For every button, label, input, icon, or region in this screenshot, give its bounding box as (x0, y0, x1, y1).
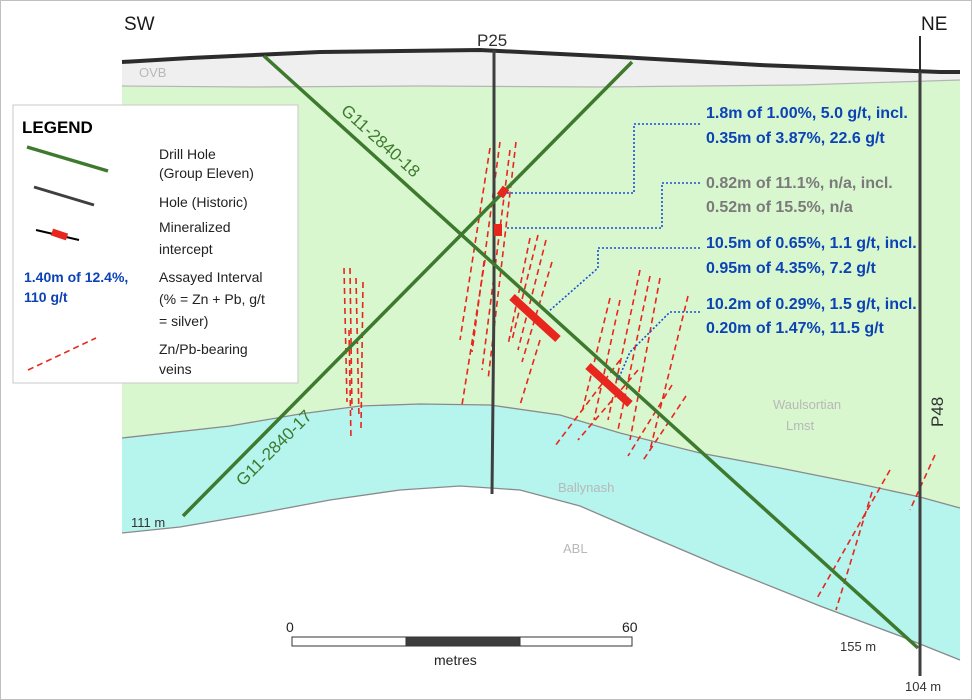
label-waulsortian-line1: Waulsortian (773, 397, 841, 412)
legend-assayed-label1: Assayed Interval (159, 269, 263, 285)
intercept-group (494, 185, 633, 407)
mineralized-intercept (509, 294, 561, 342)
direction-sw: SW (124, 14, 155, 35)
legend-intercept-label2: intercept (159, 241, 213, 257)
legend-historic-hole-label: Hole (Historic) (159, 194, 248, 210)
legend-drill-hole-label2: (Group Eleven) (159, 165, 254, 181)
vein (355, 277, 360, 419)
label-abl: ABL (563, 541, 588, 556)
scale-bar-segment-3 (519, 636, 633, 647)
label-ballynash: Ballynash (558, 480, 614, 495)
waulsortian-base-contact (121, 403, 961, 509)
legend-vein-label2: veins (159, 361, 192, 377)
legend-drill-hole-label1: Drill Hole (159, 146, 216, 162)
vein (348, 329, 352, 441)
topography-line (121, 47, 960, 74)
legend-assayed-label3: = silver) (159, 313, 208, 329)
leader-assay-1 (506, 123, 700, 194)
vein (507, 237, 531, 346)
scale-bar-segment-2 (405, 636, 521, 647)
assay-2-line1: 0.82m of 11.1%, n/a, incl. (706, 175, 893, 192)
vein (815, 469, 891, 601)
leader-lines (506, 123, 700, 381)
vein (627, 384, 673, 457)
vein (461, 259, 486, 406)
vein (641, 395, 687, 463)
assay-3-line1: 10.5m of 0.65%, 1.1 g/t, incl. (706, 235, 917, 252)
depth-111: 111 m (131, 515, 165, 530)
vein (617, 275, 651, 431)
depth-104: 104 m (905, 679, 941, 694)
legend-vein-symbol (27, 337, 97, 371)
mineralized-intercept (496, 185, 510, 199)
leader-assay-3 (547, 247, 700, 313)
vein (360, 281, 364, 429)
legend-assay-example1: 1.40m of 12.4%, (24, 269, 128, 285)
assay-2-line2: 0.52m of 15.5%, n/a (706, 199, 853, 216)
vein (519, 339, 541, 406)
vein (517, 239, 547, 351)
legend-intercept-symbol (50, 228, 69, 241)
depth-155: 155 m (840, 639, 876, 654)
assay-4-line1: 10.2m of 0.29%, 1.5 g/t, incl. (706, 296, 917, 313)
vein (629, 277, 661, 441)
scale-unit: metres (434, 652, 477, 668)
ballynash-base-contact (121, 485, 961, 661)
direction-ne: NE (921, 14, 947, 35)
vein (521, 261, 553, 363)
legend-drill-hole-symbol (26, 145, 109, 173)
scale-start: 0 (286, 619, 294, 635)
drillhole-g11-2840-18 (262, 54, 920, 650)
hole-p25 (490, 50, 496, 495)
vein (649, 295, 689, 451)
vein (554, 359, 621, 447)
mineralized-intercept (585, 363, 633, 407)
vein (835, 491, 873, 611)
legend-vein-label1: Zn/Pb-bearing (159, 341, 248, 357)
assay-1-line2: 0.35m of 3.87%, 22.6 g/t (706, 130, 885, 147)
leader-assay-2 (506, 182, 700, 229)
legend-assayed-label2: (% = Zn + Pb, g/t (159, 291, 265, 307)
vein (607, 269, 641, 421)
waulsortian-unit (122, 80, 960, 508)
vein (459, 147, 491, 341)
label-p48: P48 (928, 397, 947, 427)
scale-bar: 0 60 metres (286, 619, 638, 668)
label-ovb: OVB (139, 65, 166, 80)
scale-bar-segment-1 (291, 636, 407, 647)
ovb-base-contact (121, 79, 961, 88)
legend-assay-example2: 110 g/t (24, 289, 68, 305)
scale-end: 60 (622, 619, 638, 635)
ballynash-unit (122, 404, 960, 660)
vein (349, 267, 353, 411)
legend-intercept-label1: Mineralized (159, 219, 231, 235)
vein (593, 299, 621, 421)
legend: LEGEND Drill Hole (Group Eleven) Hole (H… (12, 104, 299, 384)
label-waulsortian-line2: Lmst (786, 418, 815, 433)
vein (481, 149, 511, 371)
legend-box (12, 104, 299, 384)
drillhole-g11-2840-17 (181, 60, 634, 518)
leader-assay-4 (617, 311, 700, 381)
legend-title: LEGEND (22, 118, 93, 137)
vein (343, 267, 348, 403)
vein (577, 369, 639, 441)
assay-3-line2: 0.95m of 4.35%, 7.2 g/t (706, 260, 877, 277)
overburden-unit (122, 50, 960, 87)
vein (909, 454, 936, 511)
assay-4-line2: 0.20m of 1.47%, 11.5 g/t (706, 320, 885, 337)
vein (511, 234, 539, 341)
label-p25: P25 (477, 31, 507, 50)
assay-1-line1: 1.8m of 1.00%, 5.0 g/t, incl. (706, 105, 908, 122)
legend-historic-hole-symbol (33, 185, 95, 207)
